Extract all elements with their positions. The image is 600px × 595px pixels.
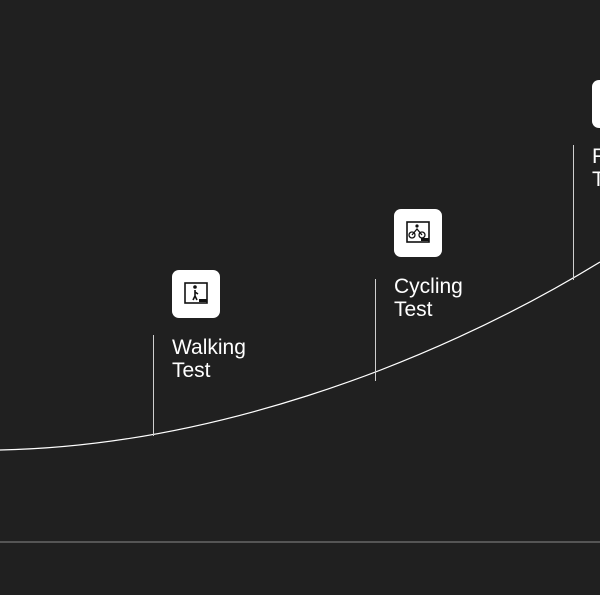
walking-icon	[172, 270, 220, 318]
label-line: Walking	[172, 336, 246, 359]
milestone-label: Cycling Test	[394, 275, 463, 321]
label-line: Test	[394, 298, 433, 321]
milestone-label: Walking Test	[172, 336, 246, 382]
label-line: Cycling	[394, 275, 463, 298]
label-line: Running	[592, 145, 600, 168]
area-fill	[0, 262, 600, 542]
label-line: Test	[592, 168, 600, 191]
running-icon	[592, 80, 600, 128]
curve	[0, 261, 600, 451]
label-line: Test	[172, 359, 211, 382]
milestone-label: RunningTest	[592, 145, 600, 191]
cycling-icon	[394, 209, 442, 257]
